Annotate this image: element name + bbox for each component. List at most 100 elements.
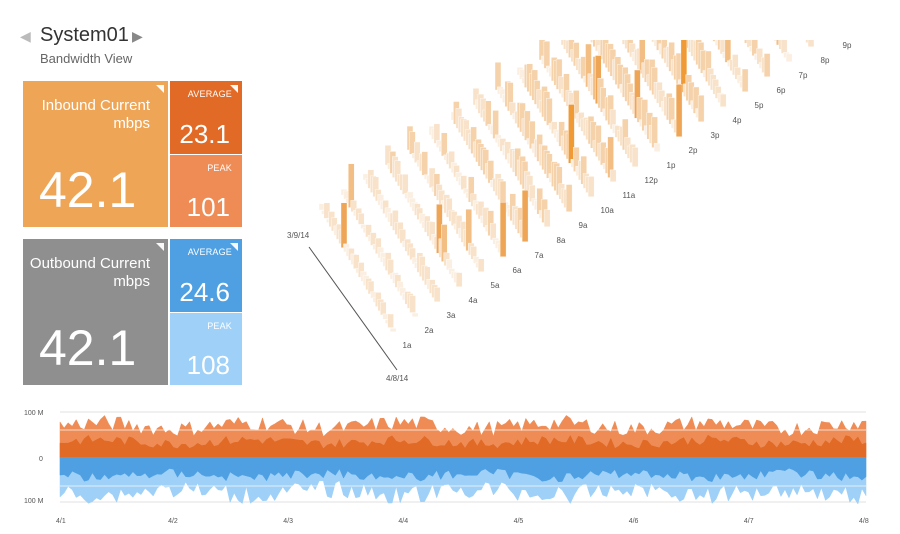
bar [543, 41, 551, 69]
hour-label: 6a [513, 266, 522, 275]
bar [401, 174, 409, 195]
date-axis-line [308, 246, 398, 371]
bar [409, 295, 416, 313]
page-subtitle: Bandwidth View [40, 51, 133, 66]
expand-corner-icon [156, 243, 164, 251]
bandwidth-timeseries-chart[interactable]: 100 M 0 100 M 4/1 4/2 4/3 4/4 4/5 4/6 4/7 4/8 [20, 402, 880, 532]
page-title: System01 [40, 24, 129, 46]
chevron-right-icon[interactable]: ▶ [132, 28, 143, 44]
bar [340, 202, 348, 249]
bar [460, 175, 468, 190]
x-tick-label: 4/7 [744, 518, 754, 525]
bar [387, 313, 394, 328]
hour-label: 8a [557, 236, 566, 245]
outbound-current-tile[interactable]: Outbound Current mbps 42.1 [23, 239, 168, 385]
y-axis-bottom-label: 100 M [24, 498, 44, 505]
hour-label: 7a [535, 251, 544, 260]
hour-label: 3a [447, 311, 456, 320]
bar [807, 40, 815, 48]
inbound-current-value: 42.1 [39, 162, 137, 218]
outbound-peak-label: PEAK [207, 321, 232, 331]
hour-label: 7p [799, 71, 808, 80]
hour-label: 1p [667, 161, 676, 170]
hour-label: 10a [601, 206, 615, 215]
bar [455, 272, 463, 288]
bar [521, 189, 529, 242]
bar [499, 201, 507, 257]
bar [389, 328, 397, 332]
date-end-label: 4/8/14 [386, 374, 409, 383]
inbound-average-value: 23.1 [179, 119, 230, 149]
outbound-average-tile[interactable]: AVERAGE 24.6 [170, 239, 242, 312]
bar [499, 180, 507, 205]
bar [441, 132, 448, 157]
bar [785, 53, 793, 62]
x-tick-label: 4/3 [283, 518, 293, 525]
bar [651, 116, 658, 148]
x-tick-label: 4/8 [859, 518, 869, 525]
outbound-peak-value: 108 [186, 350, 230, 380]
x-axis-ticks: 4/1 4/2 4/3 4/4 4/5 4/6 4/7 4/8 [56, 518, 869, 525]
outbound-peak-tile[interactable]: PEAK 108 [170, 313, 242, 385]
bar [543, 209, 551, 227]
bar [675, 84, 683, 137]
bar [763, 53, 771, 77]
inbound-label-line1: Inbound Current [41, 97, 150, 114]
inbound-average-area [59, 434, 867, 459]
hour-label: 2a [425, 326, 434, 335]
hour-label: 9a [579, 221, 588, 230]
bar [485, 100, 492, 127]
bar [411, 312, 419, 317]
bar [546, 98, 553, 126]
bar [609, 169, 617, 182]
bar [492, 110, 499, 139]
outbound-label-line1: Outbound Current [29, 255, 150, 272]
x-tick-label: 4/5 [514, 518, 524, 525]
hour-axis-labels: 1a 2a 3a 4a 5a 6a 7a 8a 9a 10a 11a 12p 1p 2p 3p 4p 5p 6p 7… [403, 41, 852, 350]
bar [357, 213, 365, 225]
hour-label: 5a [491, 281, 500, 290]
outbound-label-unit: mbps [113, 273, 150, 290]
bar [380, 301, 387, 316]
hour-label: 1a [403, 341, 412, 350]
outbound-current-label: Outbound Current mbps [30, 255, 150, 291]
bar [719, 93, 727, 107]
hour-label: 4a [469, 296, 478, 305]
date-start-label: 3/9/14 [287, 231, 310, 240]
inbound-label-unit: mbps [113, 115, 150, 132]
bar [490, 222, 497, 241]
bar [565, 184, 573, 212]
bandwidth-3d-bar-chart[interactable]: 3/9/14 4/8/14 1a 2a 3a 4a 5a 6a 7a 8a 9a 10a 11a 12… [275, 40, 875, 390]
expand-corner-icon [230, 243, 238, 251]
hour-label: 2p [689, 146, 698, 155]
y-axis-top-label: 100 M [24, 410, 44, 417]
inbound-peak-value: 101 [186, 192, 230, 222]
x-tick-label: 4/1 [56, 518, 66, 525]
bar [323, 202, 331, 219]
inbound-peak-tile[interactable]: PEAK 101 [170, 155, 242, 227]
expand-corner-icon [230, 85, 238, 93]
inbound-peak-label: PEAK [207, 163, 232, 173]
inbound-current-tile[interactable]: Inbound Current mbps 42.1 [23, 81, 168, 227]
hour-label: 5p [755, 101, 764, 110]
outbound-average-label: AVERAGE [187, 247, 232, 257]
hour-label: 9p [843, 41, 852, 50]
hour-label: 4p [733, 116, 742, 125]
hour-label: 11a [623, 191, 636, 200]
bar [433, 287, 441, 302]
hour-label: 3p [711, 131, 720, 140]
bar [780, 40, 788, 54]
inbound-average-tile[interactable]: AVERAGE 23.1 [170, 81, 242, 154]
outbound-average-value: 24.6 [179, 277, 230, 307]
chevron-left-icon[interactable]: ◀ [20, 28, 31, 44]
bar-grid [318, 40, 815, 332]
hour-label: 6p [777, 86, 786, 95]
outbound-average-area [59, 457, 867, 482]
bar [741, 68, 749, 92]
x-tick-label: 4/6 [629, 518, 639, 525]
x-tick-label: 4/4 [398, 518, 408, 525]
inbound-average-label: AVERAGE [187, 89, 232, 99]
y-axis-zero-label: 0 [39, 456, 43, 463]
bar [477, 258, 485, 273]
series-areas [59, 415, 867, 505]
